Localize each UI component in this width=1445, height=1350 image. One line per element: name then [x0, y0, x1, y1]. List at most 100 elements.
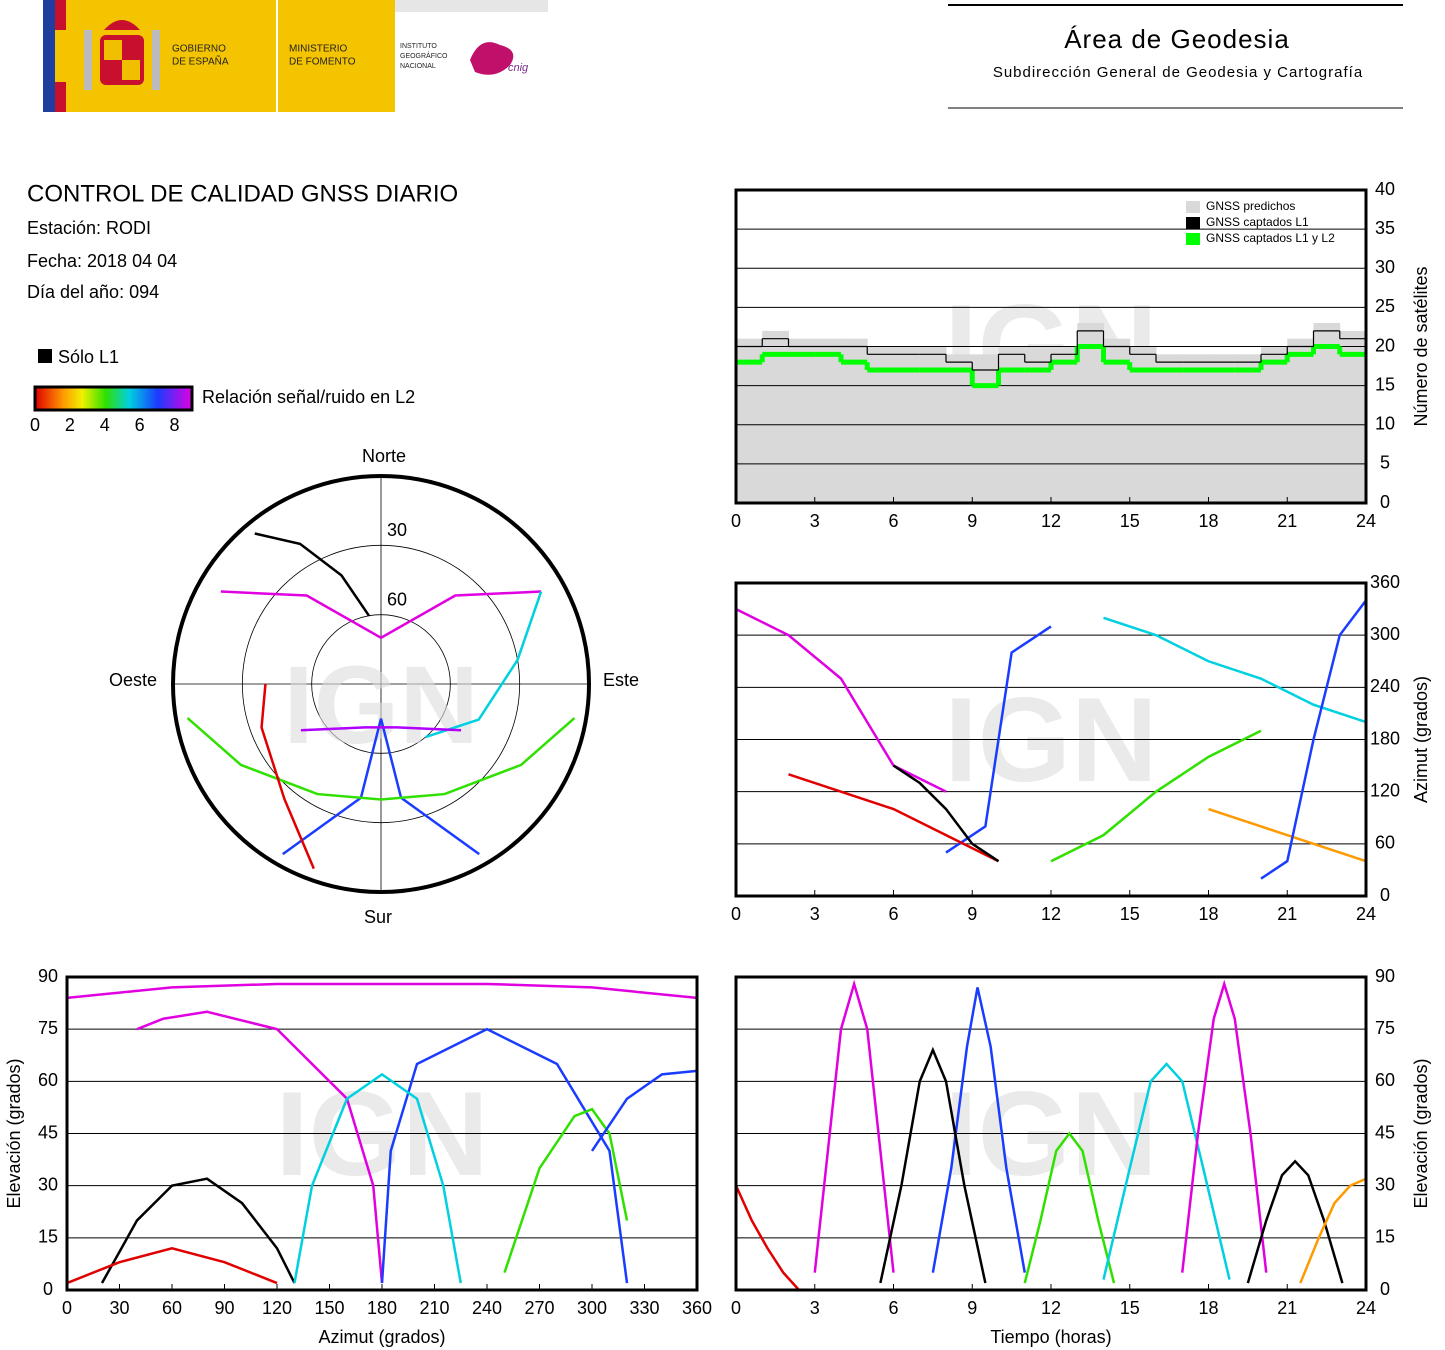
predicted-bar — [1182, 354, 1209, 503]
predicted-bar — [1103, 338, 1131, 503]
x-tick-label: 6 — [888, 904, 898, 924]
direction-label: Norte — [362, 446, 406, 466]
colorbar-tick-label: 2 — [65, 415, 75, 435]
header-subtitle: Subdirección General de Geodesia y Carto… — [993, 64, 1363, 81]
satellite-track — [1260, 599, 1367, 880]
y-tick-label: 75 — [1375, 1018, 1395, 1038]
predicted-bar — [814, 338, 842, 503]
x-tick-label: 330 — [629, 1298, 659, 1318]
legend-label: GNSS captados L1 — [1206, 215, 1309, 229]
y-tick-label: 15 — [38, 1227, 58, 1247]
logo-text: DE ESPAÑA — [172, 55, 229, 68]
colorbar-tick-label: 0 — [30, 415, 40, 435]
sky-track — [220, 590, 542, 640]
y-axis-label: Azimut (grados) — [1411, 676, 1431, 803]
satellite-track — [1246, 1159, 1344, 1284]
satellite-track — [293, 1072, 462, 1284]
direction-label: Este — [603, 670, 639, 690]
satellite-track — [1050, 729, 1262, 863]
report-line: Fecha: 2018 04 04 — [27, 251, 177, 271]
x-tick-label: 21 — [1277, 904, 1297, 924]
y-tick-label: 60 — [1375, 833, 1395, 853]
logo-yellow-stripe — [55, 30, 66, 82]
predicted-bar — [1234, 354, 1262, 503]
legend-label: GNSS predichos — [1206, 199, 1295, 213]
y-tick-label: 180 — [1370, 728, 1400, 748]
x-tick-label: 15 — [1120, 1298, 1140, 1318]
colorbar-tick-label: 4 — [100, 415, 110, 435]
satellite-track — [734, 1185, 800, 1291]
y-tick-label: 360 — [1370, 572, 1400, 592]
x-tick-label: 21 — [1277, 1298, 1297, 1318]
colorbar — [33, 385, 194, 412]
ring-label: 60 — [387, 589, 407, 609]
x-tick-label: 210 — [419, 1298, 449, 1318]
x-tick-label: 3 — [810, 904, 820, 924]
y-tick-label: 15 — [1375, 374, 1395, 394]
y-tick-label: 120 — [1370, 780, 1400, 800]
x-tick-label: 3 — [810, 511, 820, 531]
y-tick-label: 0 — [1380, 492, 1390, 512]
ring-label: 30 — [387, 520, 407, 540]
crown — [104, 20, 140, 30]
colorbar-tick-label: 8 — [170, 415, 180, 435]
pillar — [84, 30, 92, 90]
legend-swatch — [1186, 233, 1200, 245]
sky-track — [254, 532, 370, 617]
y-axis-label: Número de satélites — [1411, 266, 1431, 426]
predicted-bar — [1077, 323, 1104, 503]
predicted-bar — [1287, 338, 1314, 503]
predicted-bar — [1156, 354, 1183, 503]
x-tick-label: 0 — [731, 904, 741, 924]
x-tick-label: 18 — [1198, 1298, 1218, 1318]
satellite-track — [1181, 979, 1268, 1273]
logo-text: GOBIERNO — [172, 44, 226, 55]
legend-swatch — [1186, 217, 1200, 229]
y-tick-label: 45 — [38, 1122, 58, 1142]
predicted-bar — [736, 338, 763, 503]
x-tick-label: 18 — [1198, 904, 1218, 924]
x-tick-label: 6 — [888, 1298, 898, 1318]
predicted-bar — [1339, 330, 1367, 503]
cnig-logo — [470, 42, 514, 75]
watermark: IGN — [275, 1067, 488, 1201]
satellite-track — [100, 1177, 296, 1284]
pillar — [152, 30, 160, 90]
y-axis-label: Elevación (grados) — [4, 1058, 24, 1208]
x-tick-label: 270 — [524, 1298, 554, 1318]
watermark: IGN — [283, 644, 479, 767]
x-tick-label: 21 — [1277, 511, 1297, 531]
direction-label: Sur — [364, 907, 392, 927]
elevation-ring — [241, 544, 521, 824]
y-tick-label: 25 — [1375, 296, 1395, 316]
report-line: Estación: RODI — [27, 218, 151, 238]
y-tick-label: 30 — [1375, 257, 1395, 277]
x-tick-label: 6 — [888, 511, 898, 531]
sky-track — [282, 718, 480, 856]
y-tick-label: 40 — [1375, 179, 1395, 199]
y-tick-label: 35 — [1375, 218, 1395, 238]
satellite-track — [788, 773, 1000, 863]
watermark: IGN — [944, 673, 1157, 807]
logo-text: INSTITUTO — [400, 43, 437, 50]
satellite-track — [590, 1069, 698, 1152]
x-tick-label: 150 — [314, 1298, 344, 1318]
y-tick-label: 75 — [38, 1018, 58, 1038]
satellite-track — [136, 1010, 384, 1284]
logo-text: DE FOMENTO — [289, 57, 356, 68]
report-title: CONTROL DE CALIDAD GNSS DIARIO — [27, 180, 458, 207]
y-tick-label: 5 — [1380, 453, 1390, 473]
x-tick-label: 0 — [62, 1298, 72, 1318]
logo-ministerio-bg — [278, 0, 395, 112]
x-tick-label: 18 — [1198, 511, 1218, 531]
legend-swatch — [1186, 201, 1200, 213]
predicted-bar — [841, 338, 868, 503]
x-axis-label: Tiempo (horas) — [990, 1327, 1111, 1347]
y-tick-label: 30 — [38, 1174, 58, 1194]
y-tick-label: 60 — [38, 1070, 58, 1090]
logo-text: NACIONAL — [400, 63, 436, 70]
logo-ign-bar — [395, 0, 548, 12]
x-tick-label: 360 — [682, 1298, 712, 1318]
y-tick-label: 90 — [38, 966, 58, 986]
y-tick-label: 0 — [1380, 1279, 1390, 1299]
